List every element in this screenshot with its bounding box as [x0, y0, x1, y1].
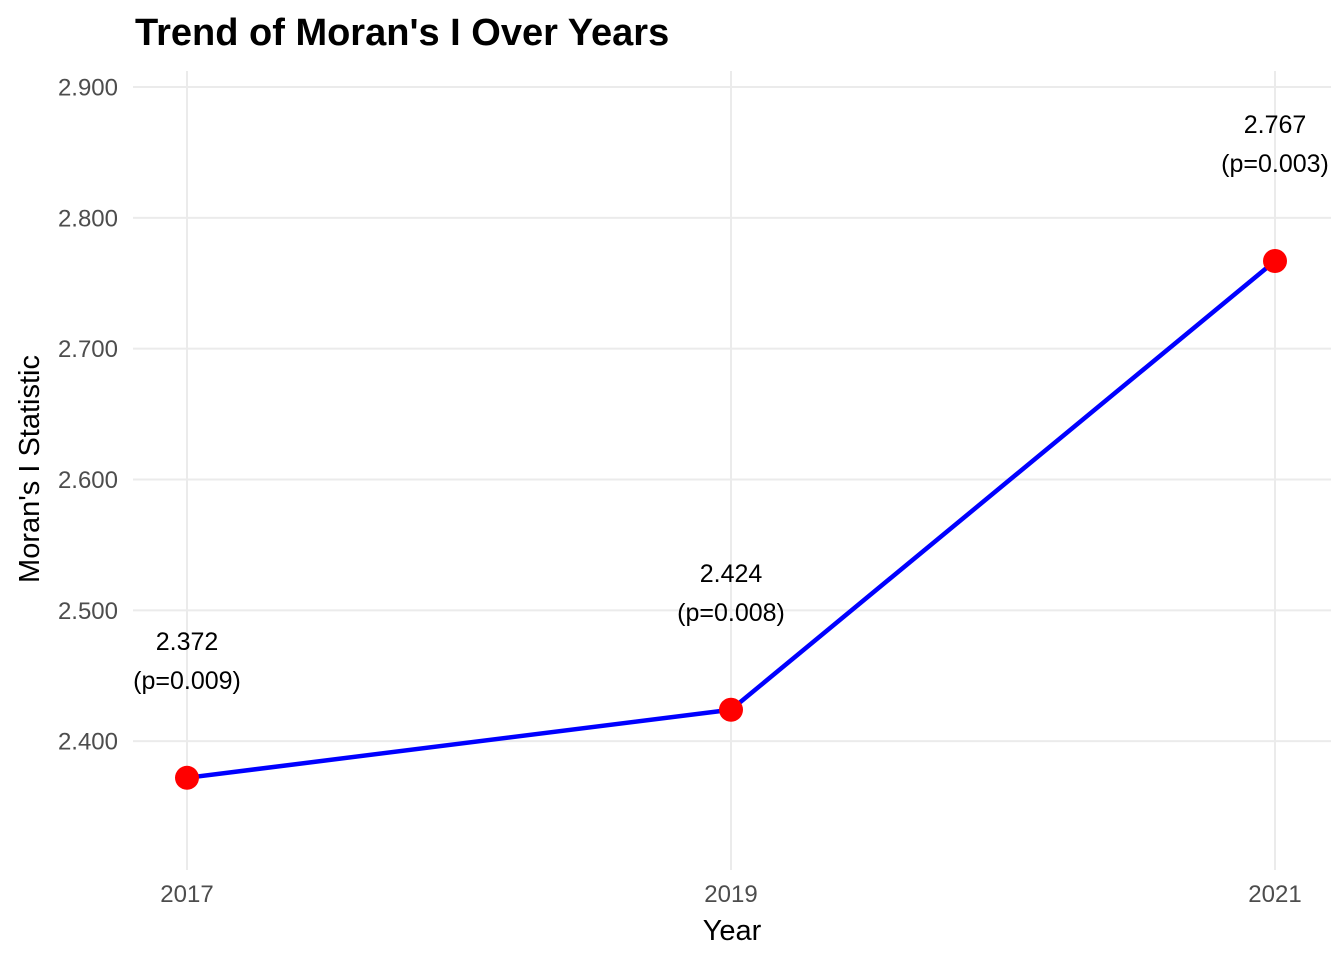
- y-axis-title: Moran's I Statistic: [14, 355, 46, 583]
- y-tick-label: 2.400: [58, 729, 118, 756]
- data-value-label: 2.372: [156, 628, 219, 656]
- data-point: [175, 765, 199, 790]
- x-tick-label: 2017: [160, 881, 213, 908]
- series: [175, 249, 1287, 790]
- data-pvalue-label: (p=0.009): [133, 667, 241, 695]
- y-tick-label: 2.700: [58, 336, 118, 363]
- x-axis-ticks: 2017 2019 2021: [160, 881, 1301, 908]
- chart-title: Trend of Moran's I Over Years: [135, 12, 669, 54]
- data-pvalue-label: (p=0.003): [1221, 150, 1329, 178]
- data-pvalue-label: (p=0.008): [677, 599, 785, 627]
- y-tick-label: 2.500: [58, 598, 118, 625]
- data-value-label: 2.424: [700, 560, 763, 588]
- x-axis-title: Year: [703, 915, 762, 947]
- y-tick-label: 2.600: [58, 467, 118, 494]
- grid: [133, 71, 1331, 870]
- data-labels: 2.372 (p=0.009) 2.424 (p=0.008) 2.767 (p=0.00…: [133, 111, 1329, 695]
- data-point: [1263, 249, 1287, 274]
- y-tick-label: 2.900: [58, 75, 118, 102]
- x-tick-label: 2019: [704, 881, 757, 908]
- x-tick-label: 2021: [1248, 881, 1301, 908]
- y-axis-ticks: 2.400 2.500 2.600 2.700 2.800 2.900: [58, 75, 118, 756]
- data-point: [719, 697, 743, 722]
- y-tick-label: 2.800: [58, 205, 118, 232]
- data-value-label: 2.767: [1244, 111, 1307, 139]
